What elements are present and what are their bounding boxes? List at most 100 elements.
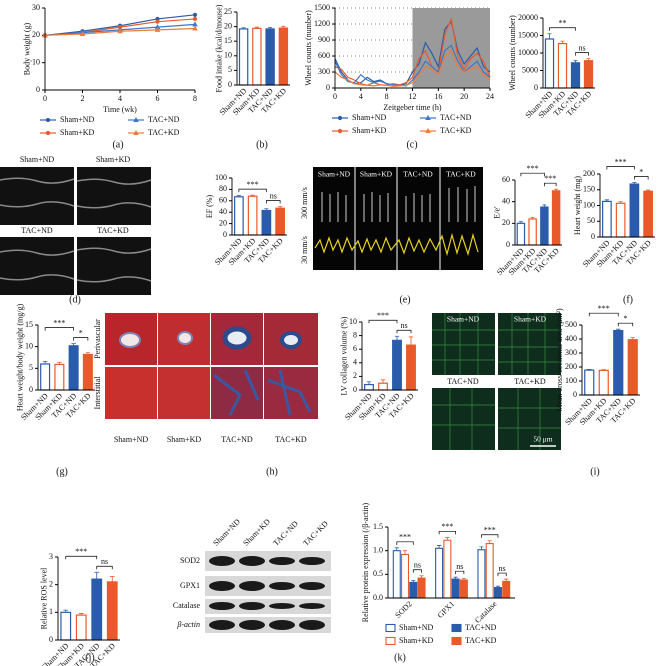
bar xyxy=(477,549,486,599)
bar xyxy=(551,190,561,246)
bar xyxy=(485,543,494,599)
x-tick-label: 20 xyxy=(460,92,468,101)
bar xyxy=(570,62,581,89)
y-tick-label: 0 xyxy=(534,83,538,92)
significance-label: * xyxy=(624,314,628,323)
error-bar xyxy=(504,578,509,582)
marker xyxy=(45,130,51,136)
error-bar xyxy=(366,381,372,385)
x-tick-label: 4 xyxy=(118,94,122,103)
y-tick-label: 0.0 xyxy=(373,593,383,602)
error-bar xyxy=(554,188,558,191)
bar xyxy=(247,195,258,236)
bar xyxy=(435,547,444,599)
legend-label: TAC+ND xyxy=(148,115,180,124)
lane-label: Sham+KD xyxy=(241,517,272,548)
significance-label: *** xyxy=(75,547,87,556)
significance-bracket xyxy=(575,52,589,56)
legend-swatch xyxy=(385,623,396,633)
bar xyxy=(629,183,640,238)
x-tick-label: 16 xyxy=(434,92,442,101)
y-tick-label: 10 xyxy=(224,51,232,60)
significance-label: ns xyxy=(499,564,506,573)
bar xyxy=(544,38,555,89)
error-bar xyxy=(586,58,591,61)
significance-label: *** xyxy=(544,174,556,183)
x-tick-label: 24 xyxy=(486,92,494,101)
echo-image xyxy=(0,167,74,225)
significance-bracket xyxy=(588,312,619,317)
y-tick-label: 0 xyxy=(36,85,40,94)
bar xyxy=(278,27,289,86)
image-label: TAC+KD xyxy=(275,435,307,444)
error-bar xyxy=(63,609,69,613)
error-bar xyxy=(632,182,637,185)
y-tick-label: 40 xyxy=(502,196,510,205)
error-bar xyxy=(277,206,283,209)
bar xyxy=(516,222,526,246)
bar xyxy=(60,611,72,641)
significance-bracket xyxy=(65,555,98,560)
bar xyxy=(584,369,595,396)
legend-label: TAC+ND xyxy=(440,113,472,122)
row-label: SOD2 xyxy=(180,556,200,565)
panel-label: (c) xyxy=(406,139,417,150)
bar xyxy=(392,550,401,599)
series-line xyxy=(334,49,491,88)
bar xyxy=(82,353,93,391)
significance-label: *** xyxy=(377,311,389,320)
bar xyxy=(409,581,418,599)
legend-label: TAC+KD xyxy=(440,126,472,135)
y-tick-label: 50 xyxy=(587,216,595,225)
bar xyxy=(265,28,275,86)
marker xyxy=(192,25,198,31)
significance-bracket xyxy=(44,327,74,331)
y-axis-label: Food intake (kcal/d/mouse) xyxy=(214,4,223,92)
marker xyxy=(425,115,431,120)
lane-label: TAC+ND xyxy=(271,519,300,548)
significance-label: ns xyxy=(270,191,277,200)
significance-label: *** xyxy=(615,157,627,166)
y-tick-label: 4 xyxy=(353,358,357,367)
legend-label: Sham+KD xyxy=(399,636,434,645)
y-tick-label: 0 xyxy=(326,83,330,92)
bar xyxy=(364,383,374,391)
x-tick-label: 0 xyxy=(43,94,47,103)
error-bar xyxy=(487,540,492,544)
bar xyxy=(275,207,285,236)
image-label: Sham+ND xyxy=(114,435,149,444)
marker xyxy=(192,16,198,22)
y-tick-label: 25 xyxy=(224,7,232,16)
y-tick-label: 1200 xyxy=(314,19,330,28)
error-bar xyxy=(601,369,606,371)
significance-bracket xyxy=(238,188,267,193)
marker xyxy=(45,117,51,123)
wga-image xyxy=(432,313,495,375)
error-bar xyxy=(616,328,621,331)
error-bar xyxy=(530,216,535,219)
echo-texture xyxy=(0,177,152,283)
error-bar xyxy=(560,40,565,44)
doppler-trace xyxy=(321,186,476,222)
x-tick-label: 4 xyxy=(359,92,363,101)
marker xyxy=(337,128,343,134)
y-tick-label: 500 xyxy=(565,320,577,329)
membrane xyxy=(432,313,561,450)
marker xyxy=(155,19,160,24)
error-bar xyxy=(85,352,91,355)
error-bar xyxy=(254,26,259,29)
marker xyxy=(154,24,161,30)
blot-strip xyxy=(205,599,331,614)
x-axis-label: Time (wk) xyxy=(103,105,137,114)
y-tick-label: 5 xyxy=(228,65,232,74)
panel-label: (a) xyxy=(112,139,123,150)
y-tick-label: 0 xyxy=(573,390,577,399)
wga-image xyxy=(498,388,561,450)
y-axis-label: Heart weight/body weight (mg/g) xyxy=(15,304,24,412)
significance-label: ** xyxy=(559,19,567,28)
error-bar xyxy=(241,27,246,29)
significance-label: *** xyxy=(484,526,496,535)
echo-image xyxy=(77,237,151,295)
